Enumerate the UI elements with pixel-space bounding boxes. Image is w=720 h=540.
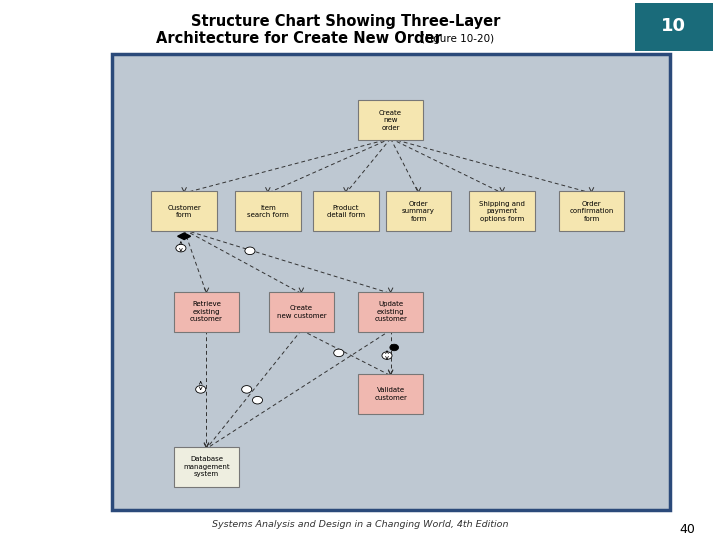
Text: (Figure 10-20): (Figure 10-20): [421, 34, 495, 44]
FancyBboxPatch shape: [313, 192, 379, 232]
Text: Retrieve
existing
customer: Retrieve existing customer: [190, 301, 223, 322]
Text: Update
existing
customer: Update existing customer: [374, 301, 407, 322]
Text: Order
summary
form: Order summary form: [402, 201, 435, 222]
FancyBboxPatch shape: [469, 192, 535, 232]
FancyBboxPatch shape: [151, 192, 217, 232]
FancyBboxPatch shape: [269, 292, 334, 332]
Text: Systems Analysis and Design in a Changing World, 4th Edition: Systems Analysis and Design in a Changin…: [212, 521, 508, 529]
Text: Create
new
order: Create new order: [379, 110, 402, 131]
Text: Create
new customer: Create new customer: [276, 305, 326, 319]
Text: 40: 40: [680, 523, 696, 536]
Circle shape: [382, 352, 392, 359]
Text: Order
confirmation
form: Order confirmation form: [570, 201, 613, 222]
Circle shape: [390, 344, 399, 350]
Text: Customer
form: Customer form: [167, 205, 201, 218]
Text: Product
detail form: Product detail form: [327, 205, 365, 218]
Text: Structure Chart Showing Three-Layer: Structure Chart Showing Three-Layer: [191, 14, 500, 29]
FancyBboxPatch shape: [559, 192, 624, 232]
Circle shape: [196, 386, 206, 393]
FancyBboxPatch shape: [112, 54, 670, 510]
Text: Validate
customer: Validate customer: [374, 387, 407, 401]
Polygon shape: [178, 233, 191, 240]
Text: Item
search form: Item search form: [247, 205, 289, 218]
Circle shape: [253, 396, 263, 404]
Circle shape: [333, 349, 344, 356]
Circle shape: [176, 244, 186, 252]
Text: Shipping and
payment
options form: Shipping and payment options form: [480, 201, 525, 222]
FancyBboxPatch shape: [386, 192, 451, 232]
Text: Architecture for Create New Order: Architecture for Create New Order: [156, 31, 441, 46]
FancyBboxPatch shape: [358, 374, 423, 414]
FancyBboxPatch shape: [635, 3, 713, 51]
FancyBboxPatch shape: [358, 100, 423, 140]
FancyBboxPatch shape: [174, 447, 239, 487]
Text: 10: 10: [662, 17, 686, 36]
Text: Database
management
system: Database management system: [183, 456, 230, 477]
FancyBboxPatch shape: [174, 292, 239, 332]
FancyBboxPatch shape: [235, 192, 301, 232]
Circle shape: [245, 247, 255, 254]
FancyBboxPatch shape: [358, 292, 423, 332]
Circle shape: [242, 386, 252, 393]
